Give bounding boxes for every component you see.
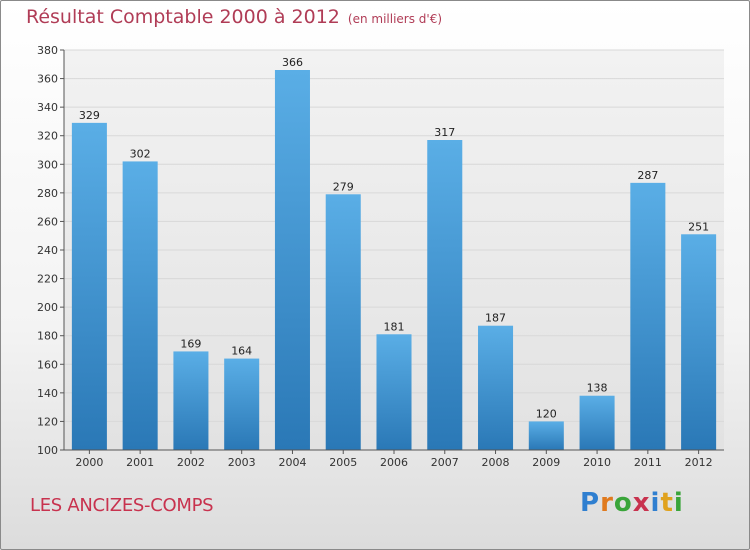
value-label-2009: 120 (536, 407, 557, 420)
y-tick-label: 380 (37, 44, 58, 57)
chart-title: Résultat Comptable 2000 à 2012 (en millie… (26, 6, 442, 28)
bar-2012 (681, 234, 717, 450)
bar-2003 (224, 358, 260, 450)
logo-letter: o (613, 488, 633, 518)
commune-name: LES ANCIZES-COMPS (30, 495, 214, 516)
bar-2005 (325, 194, 361, 450)
x-tick-label: 2003 (228, 456, 256, 469)
y-tick-label: 360 (37, 73, 58, 86)
bar-2001 (122, 161, 158, 450)
chart-subtitle: (en milliers d'€) (347, 12, 443, 26)
value-label-2007: 317 (434, 126, 455, 139)
y-axis: 100 120 140 160 180 200 220 240 260 280 300 320 340 3… (37, 44, 65, 457)
value-label-2002: 169 (180, 337, 201, 350)
chart-title-text: Résultat Comptable 2000 à 2012 (26, 6, 340, 28)
y-tick-label: 120 (37, 415, 58, 428)
logo-letter: t (660, 488, 674, 518)
value-label-2006: 181 (384, 320, 405, 333)
y-tick-label: 240 (37, 244, 58, 257)
value-label-2001: 302 (130, 147, 151, 160)
value-label-2004: 366 (282, 56, 303, 69)
logo-letter: P (580, 488, 601, 518)
y-tick-label: 280 (37, 187, 58, 200)
value-label-2010: 138 (587, 382, 608, 395)
proxiti-logo: Proxiti (580, 488, 684, 518)
y-tick-label: 140 (37, 387, 58, 400)
bar-2000 (71, 122, 107, 450)
y-tick-label: 300 (37, 158, 58, 171)
x-tick-label: 2010 (583, 456, 611, 469)
x-tick-label: 2002 (177, 456, 205, 469)
value-label-2005: 279 (333, 180, 354, 193)
y-tick-label: 220 (37, 273, 58, 286)
x-tick-label: 2006 (380, 456, 408, 469)
bar-2006 (376, 334, 412, 450)
x-axis: 2000 2001 2002 2003 2004 2005 2006 2007 2008 2009… (64, 449, 724, 469)
x-tick-label: 2008 (482, 456, 510, 469)
y-tick-label: 260 (37, 215, 58, 228)
x-tick-label: 2007 (431, 456, 459, 469)
bar-2007 (427, 140, 463, 450)
y-tick-label: 340 (37, 101, 58, 114)
logo-letter: i (650, 488, 661, 518)
value-label-2000: 329 (79, 109, 100, 122)
bars-group (71, 70, 717, 450)
value-label-2011: 287 (637, 169, 658, 182)
value-label-2012: 251 (688, 220, 709, 233)
logo-letter: x (632, 488, 651, 518)
bar-2010 (579, 395, 615, 450)
x-tick-label: 2004 (278, 456, 306, 469)
x-tick-label: 2009 (532, 456, 560, 469)
logo-letter: i (673, 488, 684, 518)
y-tick-label: 100 (37, 444, 58, 457)
bar-2002 (173, 351, 209, 450)
y-tick-label: 200 (37, 301, 58, 314)
x-tick-label: 2012 (685, 456, 713, 469)
value-labels: 329 302 169 164 366 279 181 317 187 120 138 287 251 (79, 56, 709, 420)
bar-2011 (630, 182, 666, 450)
bar-2008 (478, 325, 514, 450)
y-tick-label: 180 (37, 330, 58, 343)
y-tick-label: 320 (37, 130, 58, 143)
y-tick-label: 160 (37, 358, 58, 371)
x-tick-label: 2005 (329, 456, 357, 469)
logo-letter: r (600, 488, 614, 518)
bar-2004 (274, 70, 310, 450)
value-label-2003: 164 (231, 345, 252, 358)
bar-2009 (528, 421, 564, 450)
value-label-2008: 187 (485, 312, 506, 325)
x-tick-label: 2001 (126, 456, 154, 469)
x-tick-label: 2011 (634, 456, 662, 469)
x-tick-label: 2000 (75, 456, 103, 469)
